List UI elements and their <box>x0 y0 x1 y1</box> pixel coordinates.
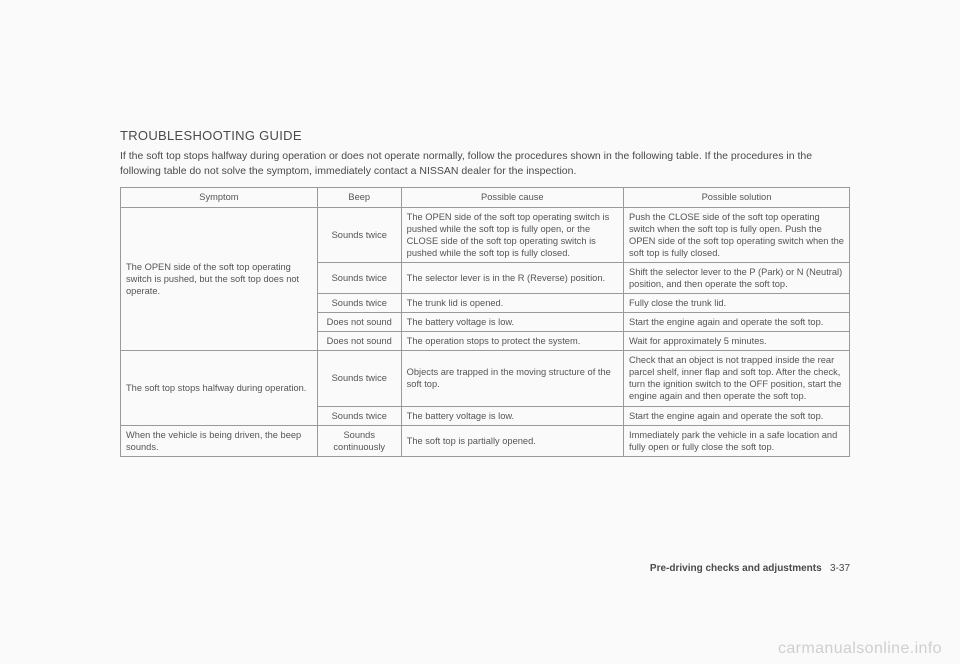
cell-solution: Check that an object is not trapped insi… <box>624 351 850 406</box>
col-beep: Beep <box>317 188 401 207</box>
table-row: The OPEN side of the soft top operating … <box>121 207 850 262</box>
cell-beep: Sounds twice <box>317 262 401 293</box>
cell-solution: Shift the selector lever to the P (Park)… <box>624 262 850 293</box>
cell-cause: The OPEN side of the soft top operating … <box>401 207 623 262</box>
cell-solution: Wait for approximately 5 minutes. <box>624 332 850 351</box>
cell-cause: The trunk lid is opened. <box>401 293 623 312</box>
cell-cause: The operation stops to protect the syste… <box>401 332 623 351</box>
cell-solution: Push the CLOSE side of the soft top oper… <box>624 207 850 262</box>
cell-solution: Start the engine again and operate the s… <box>624 313 850 332</box>
cell-beep: Does not sound <box>317 332 401 351</box>
cell-beep: Sounds twice <box>317 207 401 262</box>
col-symptom: Symptom <box>121 188 318 207</box>
col-solution: Possible solution <box>624 188 850 207</box>
table-row: When the vehicle is being driven, the be… <box>121 425 850 456</box>
table-row: The soft top stops halfway during operat… <box>121 351 850 406</box>
section-heading: TROUBLESHOOTING GUIDE <box>120 128 850 143</box>
footer-section-label: Pre-driving checks and adjustments <box>650 563 822 574</box>
manual-page: TROUBLESHOOTING GUIDE If the soft top st… <box>0 0 960 664</box>
table-header-row: Symptom Beep Possible cause Possible sol… <box>121 188 850 207</box>
cell-cause: The battery voltage is low. <box>401 313 623 332</box>
cell-cause: The battery voltage is low. <box>401 406 623 425</box>
troubleshooting-table: Symptom Beep Possible cause Possible sol… <box>120 187 850 456</box>
cell-cause: Objects are trapped in the moving struct… <box>401 351 623 406</box>
page-footer: Pre-driving checks and adjustments 3-37 <box>650 563 850 574</box>
cell-beep: Sounds twice <box>317 293 401 312</box>
cell-beep: Sounds twice <box>317 351 401 406</box>
cell-beep: Sounds twice <box>317 406 401 425</box>
cell-cause: The soft top is partially opened. <box>401 425 623 456</box>
cell-symptom: The soft top stops halfway during operat… <box>121 351 318 425</box>
cell-solution: Immediately park the vehicle in a safe l… <box>624 425 850 456</box>
footer-page-number: 3-37 <box>830 563 850 574</box>
intro-paragraph: If the soft top stops halfway during ope… <box>120 149 850 179</box>
cell-beep: Does not sound <box>317 313 401 332</box>
cell-solution: Start the engine again and operate the s… <box>624 406 850 425</box>
cell-solution: Fully close the trunk lid. <box>624 293 850 312</box>
watermark-text: carmanualsonline.info <box>778 640 942 658</box>
cell-symptom: When the vehicle is being driven, the be… <box>121 425 318 456</box>
cell-cause: The selector lever is in the R (Reverse)… <box>401 262 623 293</box>
cell-beep: Sounds continuously <box>317 425 401 456</box>
col-cause: Possible cause <box>401 188 623 207</box>
cell-symptom: The OPEN side of the soft top operating … <box>121 207 318 351</box>
